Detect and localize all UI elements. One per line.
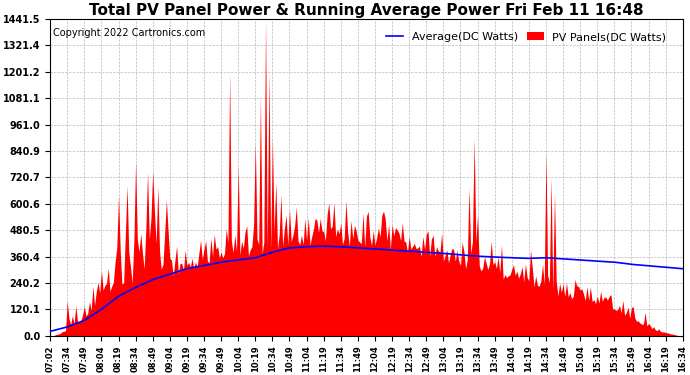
Legend: Average(DC Watts), PV Panels(DC Watts): Average(DC Watts), PV Panels(DC Watts): [382, 28, 671, 46]
Title: Total PV Panel Power & Running Average Power Fri Feb 11 16:48: Total PV Panel Power & Running Average P…: [89, 3, 644, 18]
Text: Copyright 2022 Cartronics.com: Copyright 2022 Cartronics.com: [53, 28, 206, 39]
